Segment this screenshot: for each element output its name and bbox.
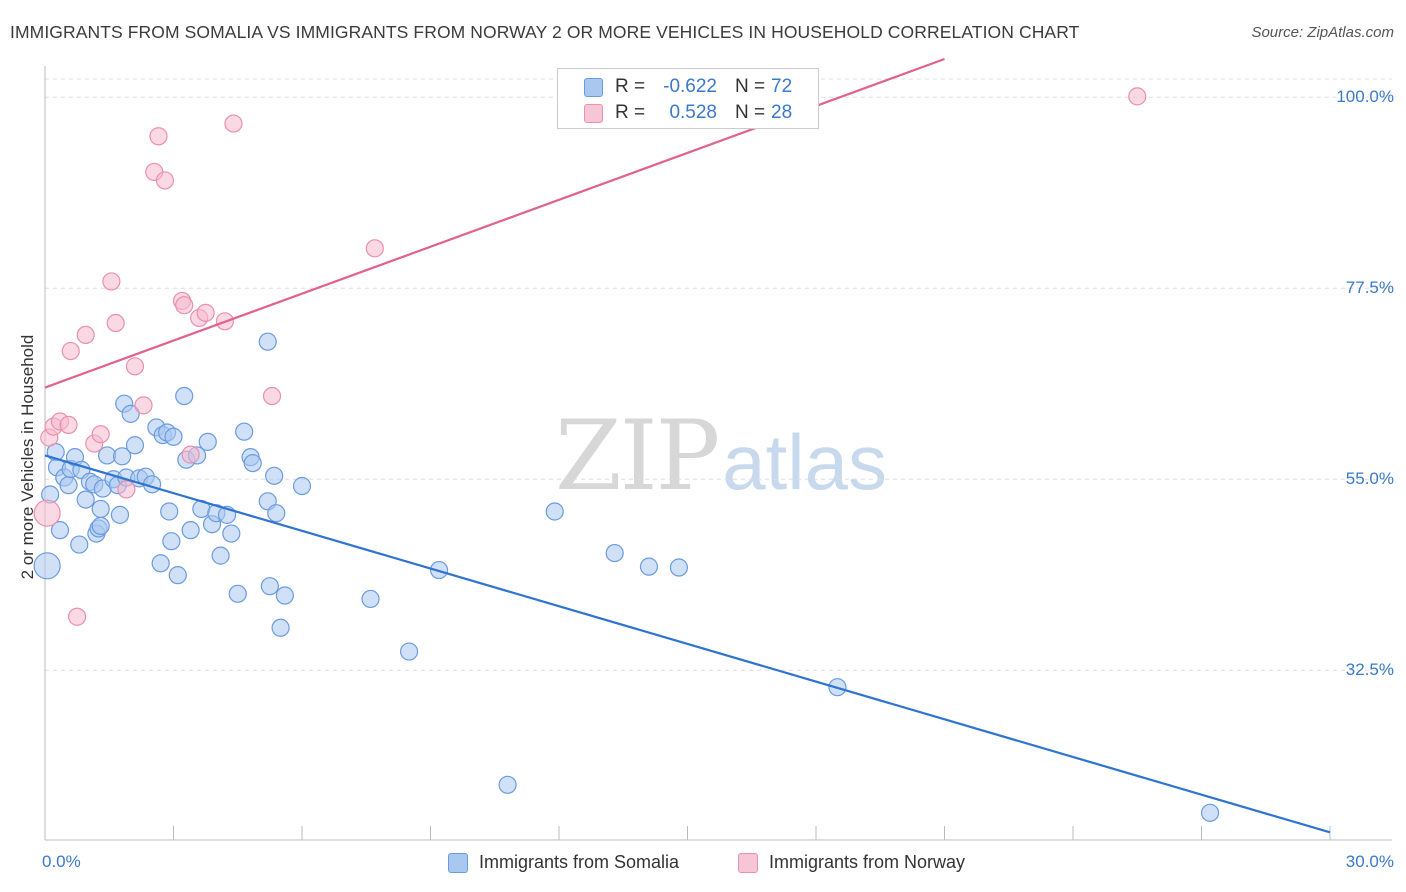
somalia-point-11 [76,490,95,509]
somalia-point-62 [399,642,419,661]
norway-swatch [584,103,603,123]
somalia-point-21 [110,505,130,524]
somalia-point-50 [235,422,254,441]
norway-point-10 [102,272,121,291]
somalia-point-66 [605,543,624,563]
norway-r-label: R = [615,102,646,123]
somalia-point-4 [50,521,70,540]
somalia-point-65 [545,502,564,521]
watermark-zip: ZIP [555,400,720,512]
somalia-point-34 [160,502,179,521]
norway-point-17 [155,171,175,190]
norway-point-6 [68,607,87,626]
somalia-point-52 [243,453,262,473]
somalia-point-58 [271,618,290,637]
norway-point-22 [196,303,215,322]
y-axis-label: 2 or more Vehicles in Household [18,334,37,580]
somalia-point-9 [70,535,89,554]
somalia-point-31 [151,554,170,573]
y-tick-77-5: 77.5% [1345,278,1394,297]
somalia-point-37 [168,566,187,585]
norway-point-13 [125,357,145,376]
norway-point-16 [149,127,168,146]
somalia-point-48 [222,524,241,543]
somalia-point-71 [91,499,110,519]
somalia-point-53 [258,332,277,351]
somalia-point-6 [59,476,78,495]
source-credit: Source: ZipAtlas.com [1251,24,1394,41]
chart-title: IMMIGRANTS FROM SOMALIA VS IMMIGRANTS FR… [10,22,1080,42]
somalia-point-70 [1200,803,1220,822]
norway-point-24 [224,114,243,133]
y-tick-32-5: 32.5% [1345,660,1394,679]
bottom-somalia-swatch [448,852,468,873]
norway-point-14 [134,396,153,415]
somalia-trend-line [44,454,1331,834]
bottom-legend-norway: Immigrants from Norway [738,852,965,873]
x-tick-min: 0.0% [42,852,81,871]
somalia-point-55 [260,577,279,596]
somalia-point-0 [33,552,61,580]
x-tick-max: 30.0% [1345,852,1394,871]
somalia-point-38 [175,386,194,406]
somalia-point-46 [211,546,230,565]
bottom-legend-somalia: Immigrants from Somalia [448,852,679,873]
norway-point-27 [1128,87,1147,106]
norway-n-value: 28 [771,102,793,123]
bottom-norway-swatch [738,852,758,873]
somalia-r-label: R = [615,76,646,97]
somalia-point-26 [125,436,145,455]
watermark: ZIPatlas [555,400,887,512]
norway-point-5 [61,341,80,361]
bottom-somalia-label: Immigrants from Somalia [479,852,680,872]
somalia-point-64 [498,775,517,794]
somalia-point-59 [275,586,294,605]
somalia-point-67 [639,557,659,576]
somalia-point-16 [91,516,110,536]
norway-point-7 [76,325,95,345]
somalia-point-22 [112,447,132,466]
legend-row-somalia: R = -0.622 N = 72 [584,74,792,100]
norway-point-0 [33,499,61,527]
somalia-n-value: 72 [771,76,793,97]
norway-point-11 [106,313,125,333]
somalia-point-25 [121,404,140,423]
norway-r-value: 0.528 [669,102,717,123]
norway-n-label: N = [735,102,766,123]
norway-point-4 [59,415,78,434]
somalia-point-36 [164,427,183,446]
norway-point-20 [181,445,200,464]
somalia-point-57 [267,504,286,523]
somalia-point-56 [265,466,284,485]
y-tick-100: 100.0% [1336,87,1394,106]
somalia-point-68 [669,558,689,577]
somalia-point-60 [292,476,312,496]
legend-row-norway: R = 0.528 N = 28 [584,100,792,126]
bottom-norway-label: Immigrants from Norway [769,852,966,872]
somalia-point-40 [181,521,200,540]
stats-legend: R = -0.622 N = 72 R = 0.528 N = 28 [557,68,819,129]
norway-point-9 [91,425,110,444]
norway-point-19 [175,296,194,315]
y-tick-55: 55.0% [1345,469,1394,488]
somalia-swatch [584,77,603,97]
somalia-r-value: -0.622 [663,76,717,97]
norway-point-12 [117,480,136,499]
norway-point-25 [262,386,282,406]
somalia-point-49 [228,584,247,603]
somalia-point-35 [162,532,181,551]
watermark-atlas: atlas [722,418,887,506]
somalia-point-43 [198,432,217,451]
somalia-point-61 [361,589,380,609]
somalia-n-label: N = [735,76,766,97]
norway-point-26 [365,239,384,258]
